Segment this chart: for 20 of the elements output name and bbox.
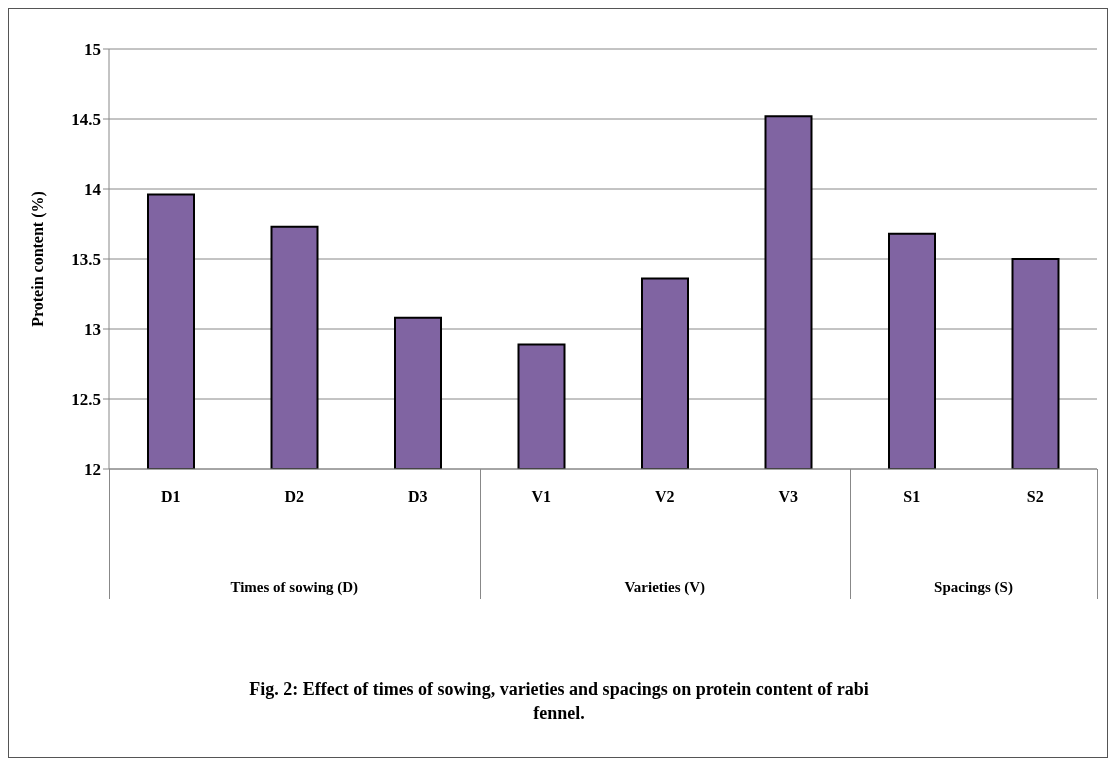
x-tick-label: D2 — [284, 488, 305, 506]
x-tick-label: V2 — [654, 488, 675, 506]
x-tick-label: S2 — [1026, 488, 1044, 506]
y-tick-label: 14.5 — [71, 110, 101, 130]
y-tick-label: 12.5 — [71, 390, 101, 410]
y-tick-label: 12 — [84, 460, 101, 480]
x-tick-label: V3 — [778, 488, 799, 506]
y-tick-label: 13 — [84, 320, 101, 340]
x-tick-label: D3 — [407, 488, 428, 506]
text: Varieties (V) — [623, 579, 707, 596]
y-axis-title: Protein content (%) — [28, 191, 47, 327]
x-tick-label: D1 — [160, 488, 181, 506]
text: Fig. 2: Effect of times of sowing, varieties and spacings on protein content of rabi fennel. — [248, 678, 870, 725]
text: Spacings (S) — [933, 579, 1014, 596]
x-tick-label: V1 — [531, 488, 552, 506]
y-tick-label: 15 — [84, 40, 101, 60]
y-tick-label: 13.5 — [71, 250, 101, 270]
y-tick-label: 14 — [84, 180, 102, 200]
text: Times of sowing (D) — [229, 579, 360, 596]
x-tick-label: S1 — [903, 488, 921, 506]
